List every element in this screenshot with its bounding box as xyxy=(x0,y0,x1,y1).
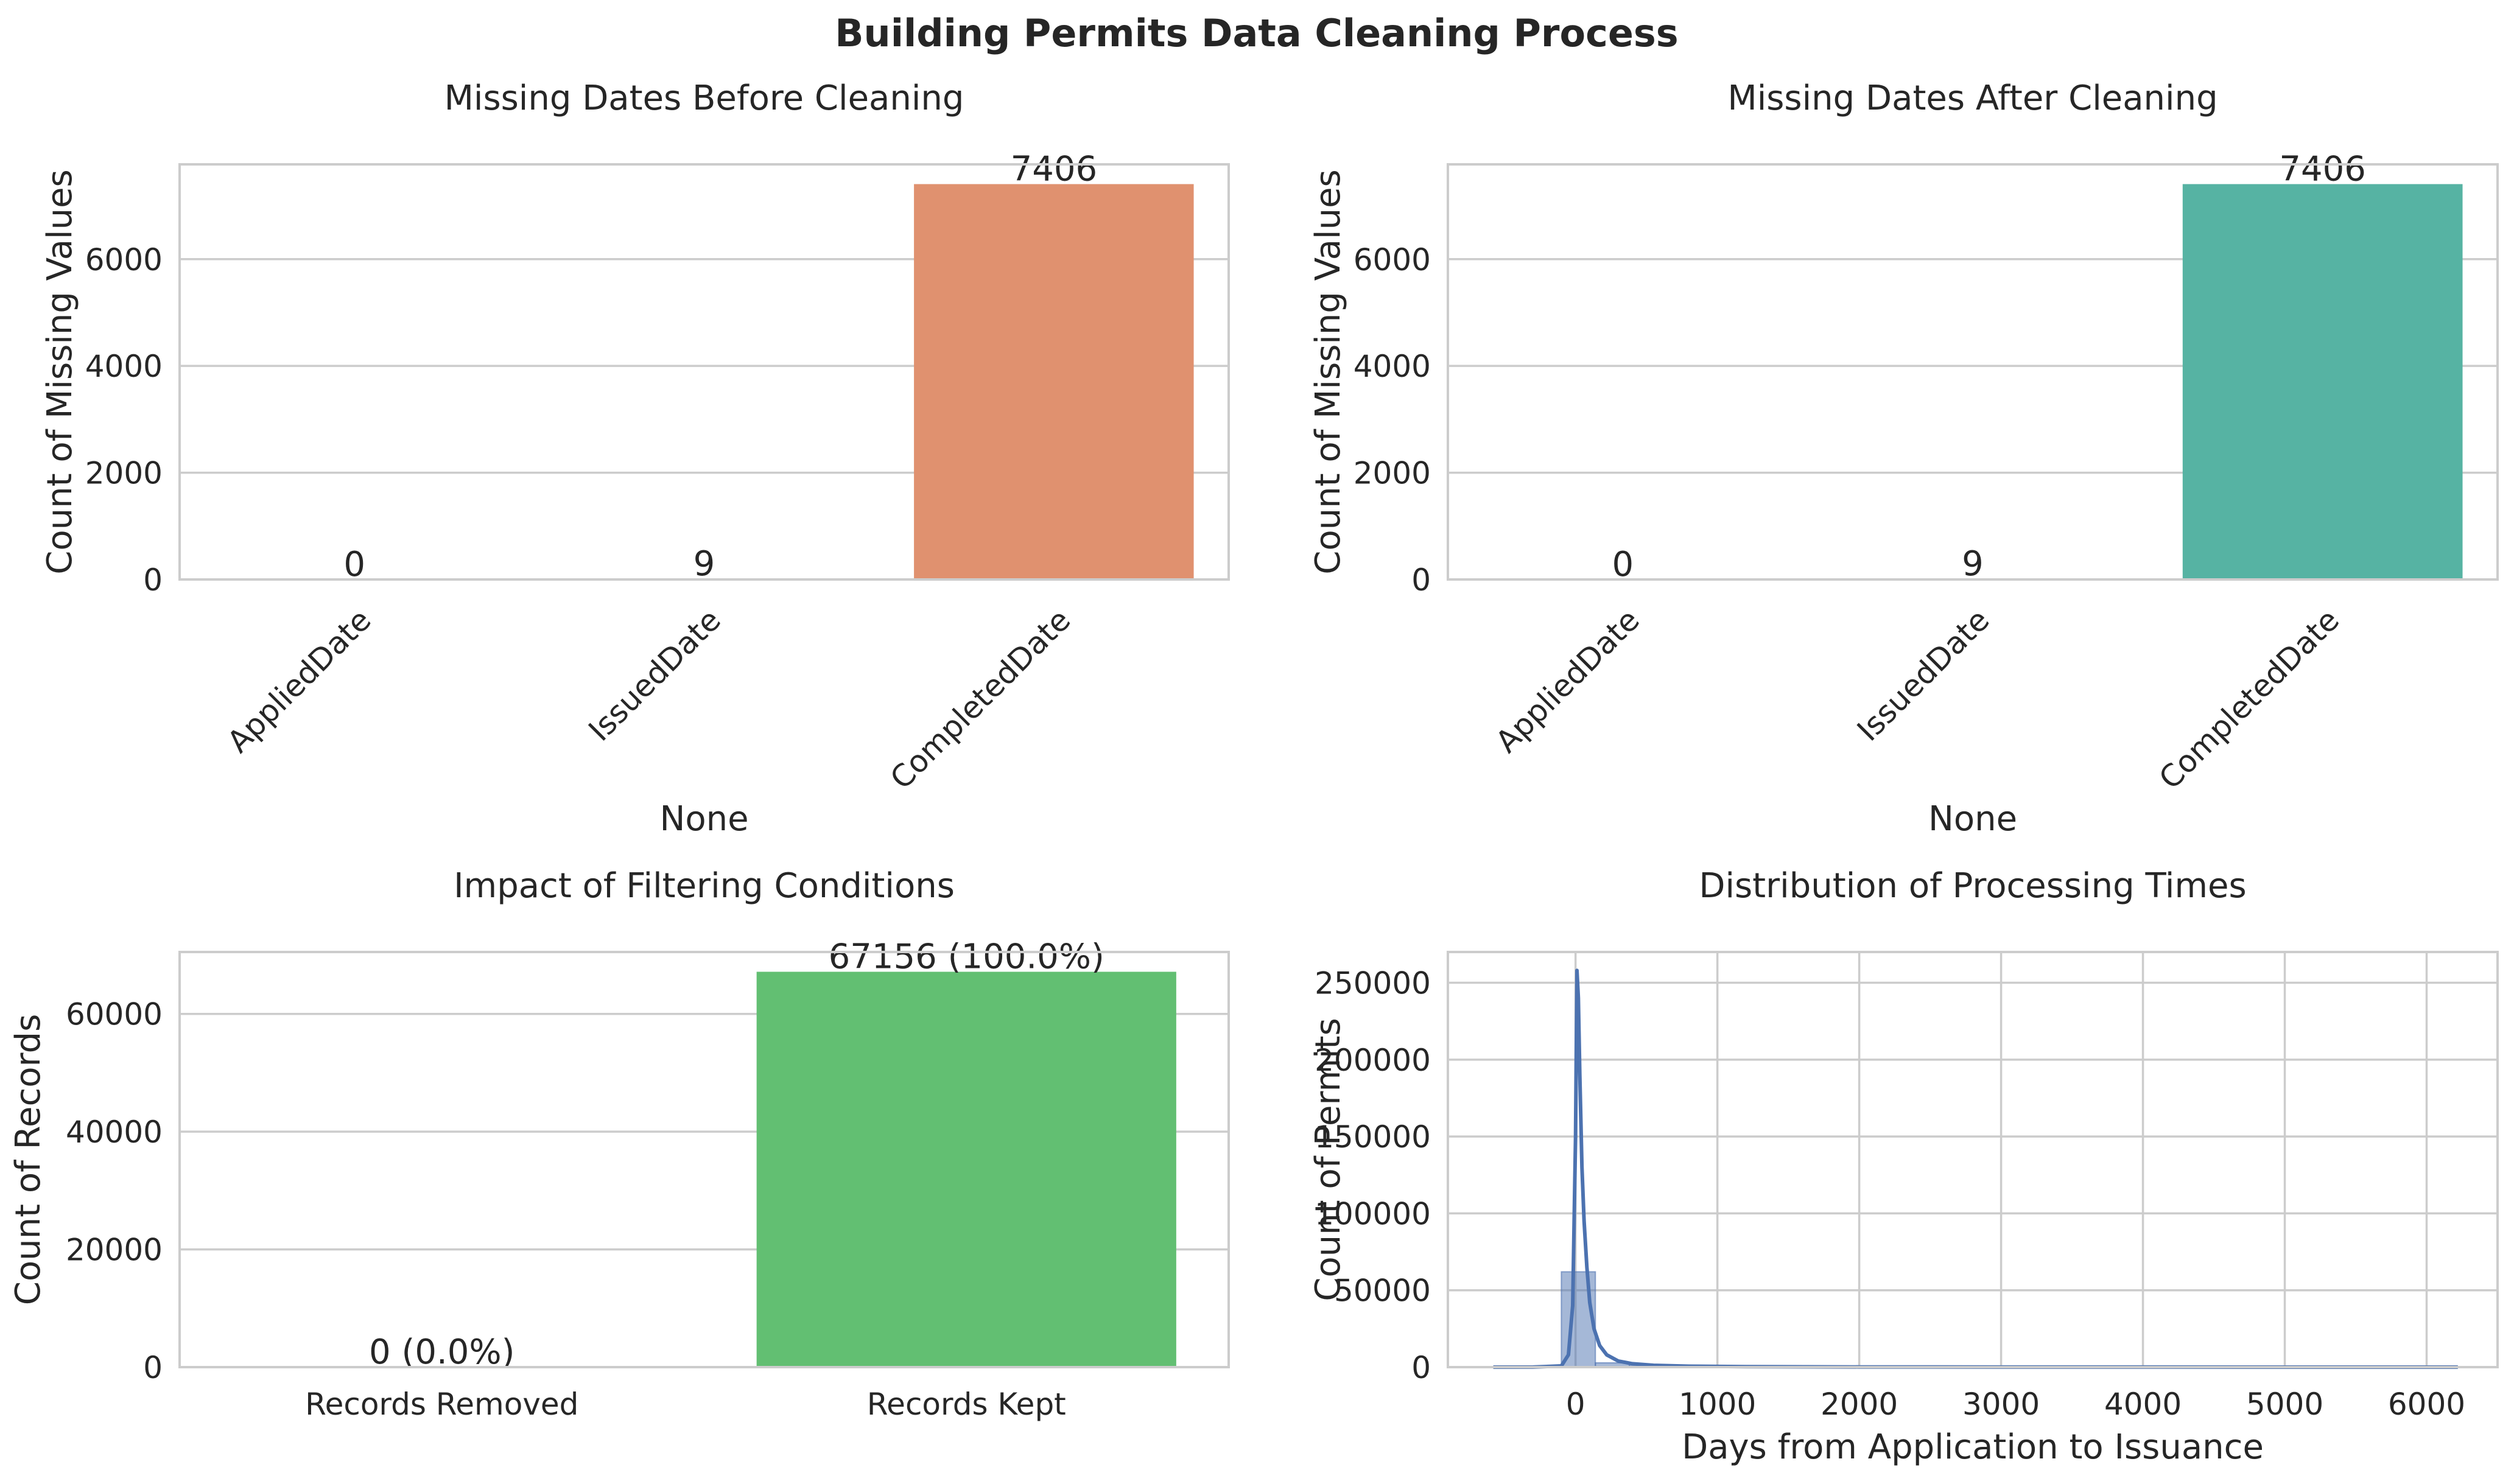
x-axis-label: Days from Application to Issuance xyxy=(1682,1427,2264,1467)
bar-data-label: 0 xyxy=(343,545,365,584)
axes-frame xyxy=(1447,951,2499,1368)
kde-line xyxy=(1493,968,2458,1369)
y-tick-label: 0 xyxy=(1411,1350,1431,1385)
y-axis-label: Count of Missing Values xyxy=(1308,169,1348,574)
y-tick-label: 150000 xyxy=(1315,1119,1431,1155)
y-tick-label: 20000 xyxy=(66,1233,163,1268)
x-tick-label: 3000 xyxy=(1962,1387,2040,1422)
y-tick-label: 200000 xyxy=(1315,1043,1431,1078)
y-tick-label: 4000 xyxy=(1354,349,1431,384)
chart-title: Missing Dates After Cleaning xyxy=(1727,79,2217,118)
y-tick-label: 0 xyxy=(143,562,163,598)
y-tick-label: 2000 xyxy=(1354,456,1431,491)
x-tick-label: IssuedDate xyxy=(582,602,728,747)
bar-data-label: 7406 xyxy=(1011,149,1098,189)
chart-title: Impact of Filtering Conditions xyxy=(454,866,955,906)
bar-data-label: 7406 xyxy=(2279,149,2366,189)
x-tick-label: AppliedDate xyxy=(1489,602,1646,759)
y-tick-label: 4000 xyxy=(85,349,163,384)
histogram-bin xyxy=(1561,1271,1596,1368)
x-tick-label: CompletedDate xyxy=(883,602,1077,796)
x-tick-label: 5000 xyxy=(2246,1387,2323,1422)
x-tick-label: 1000 xyxy=(1679,1387,1756,1422)
y-tick-label: 6000 xyxy=(85,242,163,278)
x-tick-label: IssuedDate xyxy=(1850,602,1996,747)
bar-data-label: 0 xyxy=(1612,545,1634,584)
bar-data-label: 0 (0.0%) xyxy=(369,1332,514,1372)
axes-frame xyxy=(178,951,1230,1368)
y-tick-label: 40000 xyxy=(66,1115,163,1150)
y-tick-label: 60000 xyxy=(66,997,163,1032)
axes-frame xyxy=(178,163,1230,581)
x-tick-label: Records Removed xyxy=(305,1387,578,1422)
x-tick-label: AppliedDate xyxy=(220,602,377,759)
panel-missing-before: Missing Dates Before Cleaning 0 2000 4000 60… xyxy=(40,79,1230,839)
bar-completeddate xyxy=(914,184,1194,579)
x-axis-label: None xyxy=(659,799,748,839)
bar-data-label: 9 xyxy=(693,544,715,584)
chart-title: Distribution of Processing Times xyxy=(1699,866,2246,906)
panel-missing-after: Missing Dates After Cleaning 0 2000 4000 600… xyxy=(1308,79,2499,839)
bar-data-label: 67156 (100.0%) xyxy=(829,937,1104,976)
y-tick-label: 0 xyxy=(1411,562,1431,598)
x-tick-label: 2000 xyxy=(1821,1387,1898,1422)
bar-data-label: 9 xyxy=(1962,544,1984,584)
y-tick-label: 2000 xyxy=(85,456,163,491)
bar-completeddate xyxy=(2182,184,2463,579)
suptitle: Building Permits Data Cleaning Process xyxy=(835,11,1678,55)
y-tick-label: 100000 xyxy=(1315,1196,1431,1231)
panel-filtering-impact: Impact of Filtering Conditions 0 20000 4000… xyxy=(9,866,1230,1422)
x-tick-label: 6000 xyxy=(2388,1387,2465,1422)
bar-records-kept xyxy=(756,971,1176,1367)
y-axis-label: Count of Permits xyxy=(1308,1018,1348,1301)
x-tick-label: 0 xyxy=(1566,1387,1585,1422)
y-tick-label: 6000 xyxy=(1354,242,1431,278)
y-tick-label: 50000 xyxy=(1334,1273,1431,1309)
x-tick-label: CompletedDate xyxy=(2152,602,2346,796)
x-tick-label: Records Kept xyxy=(867,1387,1066,1422)
y-axis-label: Count of Records xyxy=(9,1014,48,1306)
chart-title: Missing Dates Before Cleaning xyxy=(444,79,964,118)
panel-processing-times: Distribution of Processing Times05000010… xyxy=(1308,866,2499,1467)
y-tick-label: 0 xyxy=(143,1350,163,1385)
y-tick-label: 250000 xyxy=(1315,966,1431,1001)
axes-frame xyxy=(1447,163,2499,581)
x-axis-label: None xyxy=(1928,799,2017,839)
x-tick-label: 4000 xyxy=(2104,1387,2182,1422)
y-axis-label: Count of Missing Values xyxy=(40,169,80,574)
